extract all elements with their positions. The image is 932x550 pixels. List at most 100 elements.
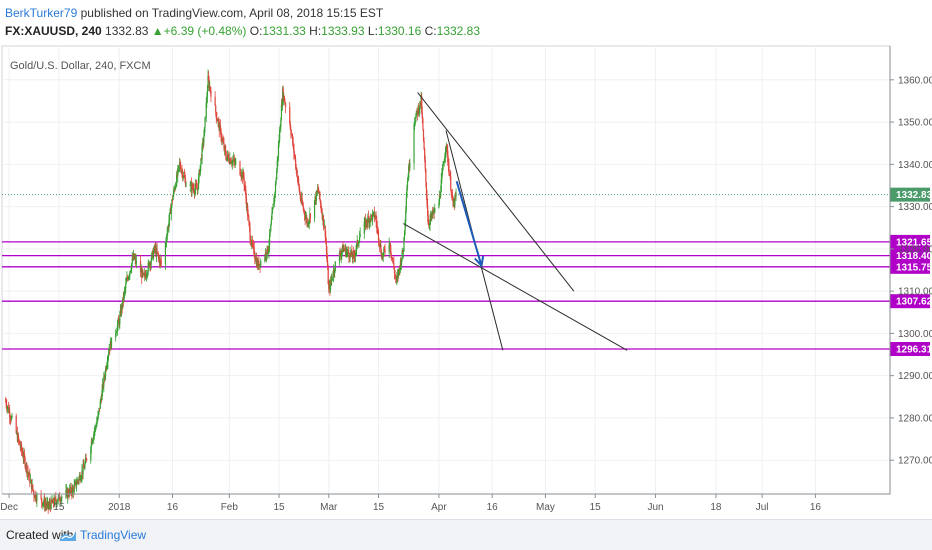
tradingview-brand[interactable]: TradingView (80, 528, 147, 542)
candle-body (428, 224, 431, 226)
candle-body (425, 182, 428, 196)
candle-body (320, 203, 322, 210)
up-triangle-icon: ▲ (151, 24, 164, 38)
candle-body (18, 439, 20, 442)
tradingview-logo-icon[interactable] (59, 526, 77, 544)
candle-body (125, 283, 127, 289)
candle-body (376, 222, 378, 228)
candle-body (447, 150, 449, 163)
candle-body (131, 258, 133, 264)
candle-body (372, 212, 374, 214)
candle-body (129, 271, 131, 276)
candle-body (96, 420, 98, 423)
x-tick-label: Mar (320, 502, 338, 513)
candle-body (253, 246, 255, 256)
candle-body (244, 185, 246, 188)
candle-body (73, 485, 75, 492)
level-price-tag (890, 259, 930, 274)
candle-body (313, 200, 316, 219)
candle-body (245, 190, 247, 199)
candle-body (210, 90, 212, 97)
candle-body (84, 463, 86, 469)
candle-body (130, 269, 132, 271)
high-label: H: (309, 24, 322, 38)
candle-body (405, 210, 407, 221)
ohlc-info: FX:XAUUSD, 240 1332.83 ▲+6.39 (+0.48%) O… (5, 24, 480, 38)
candle-body (157, 253, 159, 257)
candle-body (203, 136, 205, 143)
candle-body (394, 274, 396, 276)
candle-body (349, 252, 351, 259)
candle-body (415, 115, 417, 122)
candle-body (455, 193, 457, 197)
candle-body (434, 207, 436, 213)
candle-body (341, 251, 343, 254)
candle-body (358, 237, 361, 243)
candle-body (56, 501, 58, 504)
last-price-label: 1332.83 (896, 190, 932, 201)
candle-body (86, 458, 88, 461)
candle-body (319, 192, 321, 200)
candle-body (126, 277, 128, 281)
candle-body (189, 184, 191, 186)
level-price-tag (890, 234, 930, 249)
candle-body (327, 267, 329, 285)
candle-body (291, 134, 293, 137)
open-value: 1331.33 (262, 24, 306, 38)
candle-body (75, 484, 78, 487)
candle-body (80, 477, 82, 480)
candle-body (292, 136, 294, 144)
candle-body (160, 259, 162, 262)
candle-body (118, 319, 120, 321)
candle-body (325, 242, 328, 252)
candle-body (423, 140, 425, 150)
candle-body (325, 236, 327, 243)
candle-body (51, 499, 53, 503)
candle-body (15, 415, 17, 433)
candle-body (139, 260, 142, 273)
candle-body (49, 503, 51, 506)
candle-body (248, 221, 251, 228)
candle-body (347, 249, 349, 254)
candle-body (32, 489, 34, 492)
candle-body (92, 438, 94, 441)
candle-body (389, 243, 391, 251)
candle-body (355, 250, 357, 253)
candle-body (399, 260, 402, 270)
candle-body (41, 502, 43, 506)
candle-body (345, 251, 348, 256)
candle-body (375, 217, 377, 223)
candle-body (23, 453, 26, 458)
candle-body (156, 249, 158, 253)
candle-body (342, 248, 345, 253)
candle-body (29, 479, 32, 483)
level-price-label: 1296.31 (896, 344, 932, 355)
candle-body (165, 241, 167, 243)
candle-body (150, 260, 152, 265)
candle-body (197, 177, 200, 189)
candle-body (450, 190, 452, 195)
candle-body (72, 487, 74, 489)
candle-body (429, 219, 431, 225)
candle-body (451, 194, 453, 196)
candle-body (93, 430, 95, 434)
candle-body (116, 325, 119, 332)
candle-body (6, 405, 8, 409)
candle-body (193, 188, 195, 192)
candle-body (388, 244, 390, 253)
candle-body (279, 127, 281, 130)
candle-body (183, 175, 185, 178)
candle-body (404, 220, 406, 232)
candle-body (10, 417, 13, 420)
candle-body (90, 447, 92, 461)
candle-body (427, 216, 429, 225)
close-value: 1332.83 (436, 24, 481, 38)
candle-body (293, 144, 295, 153)
candle-body (308, 222, 310, 226)
candle-body (377, 228, 379, 231)
candle-body (215, 112, 217, 119)
author-link[interactable]: BerkTurker79 (5, 6, 78, 20)
candle-body (329, 280, 332, 290)
candle-body (366, 220, 368, 224)
